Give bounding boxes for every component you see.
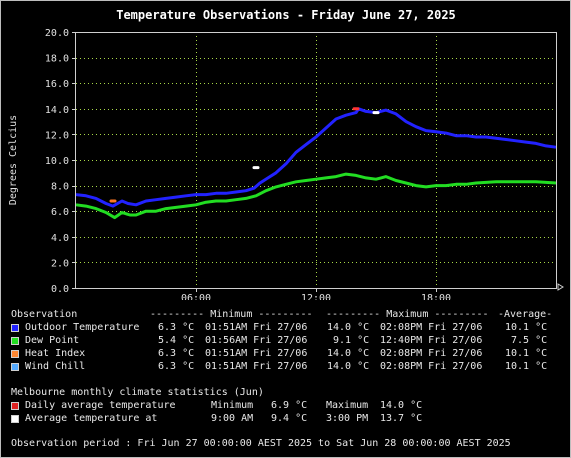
series-lines — [75, 107, 557, 220]
heat-index-swatch — [11, 350, 19, 358]
wind-chill-swatch — [11, 363, 19, 371]
daily-average-max-label: Maximum — [326, 400, 369, 411]
heat-index-max: 14.0 °C — [327, 348, 370, 359]
chart-title: Temperature Observations - Friday June 2… — [116, 8, 456, 22]
header-maximum: --------- Maximum --------- — [326, 309, 489, 320]
outdoor-temperature-min-time: 01:51AM Fri 27/06 — [205, 322, 308, 333]
observation-period: Observation period : Fri Jun 27 00:00:00… — [11, 438, 511, 449]
daily-average-temperature-marker — [352, 107, 360, 111]
average-at-value1: 9.4 °C — [271, 413, 308, 424]
daily-average-label: Daily average temperature — [25, 400, 176, 411]
average-at-time1: 9:00 AM — [211, 413, 254, 424]
y-tick-label: 12.0 — [45, 130, 69, 141]
x-axis-arrow — [557, 283, 564, 291]
x-tick-labels: 06:00 12:00 18:00 — [181, 293, 451, 300]
average-at-label: Average temperature at — [25, 413, 158, 424]
heat-index-minimum-marker — [109, 199, 117, 203]
outdoor-temperature-max: 14.0 °C — [327, 322, 370, 333]
header-average: -Average- — [498, 309, 553, 320]
outdoor-temperature-avg: 10.1 °C — [505, 322, 548, 333]
average-at-value2: 13.7 °C — [380, 413, 423, 424]
heat-index-min: 6.3 °C — [158, 348, 195, 359]
y-tick-label: 14.0 — [45, 105, 69, 116]
climate-title: Melbourne monthly climate statistics (Ju… — [11, 387, 264, 398]
heat-index-label: Heat Index — [25, 348, 86, 359]
daily-average-min-label: Minimum — [211, 400, 254, 411]
average-temperature-at-9-00-am-marker — [252, 166, 260, 170]
daily-average-swatch — [11, 402, 19, 410]
dew-point-line — [75, 172, 557, 220]
dew-point-min-time: 01:56AM Fri 27/06 — [205, 335, 308, 346]
y-tick-label: 10.0 — [45, 156, 69, 167]
grid-lines — [72, 32, 556, 292]
x-tick-label: 18:00 — [421, 293, 451, 300]
y-tick-label: 6.0 — [51, 207, 69, 218]
plot-area-border — [75, 32, 557, 289]
y-tick-label: 4.0 — [51, 233, 69, 244]
outdoor-temperature-line — [75, 107, 557, 208]
outdoor-temperature-max-time: 02:08PM Fri 27/06 — [380, 322, 483, 333]
dew-point-min: 5.4 °C — [158, 335, 195, 346]
wind-chill-min-time: 01:51AM Fri 27/06 — [205, 361, 308, 372]
x-tick-label: 06:00 — [181, 293, 211, 300]
wind-chill-label: Wind Chill — [25, 361, 86, 372]
dew-point-label: Dew Point — [25, 335, 80, 346]
y-tick-label: 0.0 — [51, 284, 69, 295]
y-tick-label: 8.0 — [51, 182, 69, 193]
wind-chill-avg: 10.1 °C — [505, 361, 548, 372]
wind-chill-max-time: 02:08PM Fri 27/06 — [380, 361, 483, 372]
daily-average-min-value: 6.9 °C — [271, 400, 308, 411]
y-tick-label: 20.0 — [45, 28, 69, 39]
average-at-swatch — [11, 415, 19, 423]
x-tick-label: 12:00 — [301, 293, 331, 300]
heat-index-min-time: 01:51AM Fri 27/06 — [205, 348, 308, 359]
daily-average-max-value: 14.0 °C — [380, 400, 423, 411]
dew-point-max: 9.1 °C — [333, 335, 370, 346]
outdoor-temperature-label: Outdoor Temperature — [25, 322, 140, 333]
y-tick-label: 2.0 — [51, 258, 69, 269]
y-axis-label: Degrees Celcius — [8, 115, 19, 205]
header-minimum: --------- Minimum --------- — [150, 309, 313, 320]
y-tick-labels: 0.0 2.0 4.0 6.0 8.0 10.0 12.0 14.0 16.0 18.0 20.0 — [45, 28, 69, 295]
dew-point-max-time: 12:40PM Fri 27/06 — [380, 335, 483, 346]
wind-chill-min: 6.3 °C — [158, 361, 195, 372]
outdoor-temperature-min: 6.3 °C — [158, 322, 195, 333]
heat-index-avg: 10.1 °C — [505, 348, 548, 359]
heat-index-max-time: 02:08PM Fri 27/06 — [380, 348, 483, 359]
dew-point-avg: 7.5 °C — [511, 335, 548, 346]
y-tick-label: 16.0 — [45, 79, 69, 90]
dew-point-swatch — [11, 337, 19, 345]
average-at-time2: 3:00 PM — [326, 413, 369, 424]
wind-chill-max: 14.0 °C — [327, 361, 370, 372]
average-temperature-at-3-00-pm-marker — [372, 111, 380, 115]
y-tick-label: 18.0 — [45, 54, 69, 65]
header-observation: Observation — [11, 309, 78, 320]
annotation-marks — [109, 107, 380, 203]
outdoor-temperature-swatch — [11, 324, 19, 332]
temperature-chart: Temperature Observations - Friday June 2… — [8, 8, 564, 300]
